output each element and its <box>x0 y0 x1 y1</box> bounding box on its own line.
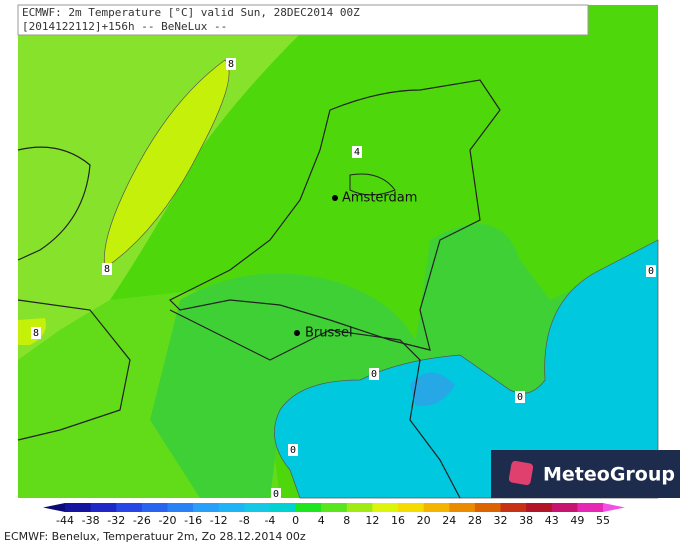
colorbar-swatch <box>398 503 425 512</box>
colorbar-tick-label: 49 <box>570 514 584 527</box>
colorbar-tick-label: 8 <box>343 514 350 527</box>
contour-label-box <box>369 368 379 380</box>
colorbar-swatch <box>526 503 553 512</box>
header-subtitle: [2014122112]+156h -- BeNeLux -- <box>22 20 227 33</box>
colorbar-tick-label: -20 <box>158 514 176 527</box>
city-label: Amsterdam <box>342 191 417 206</box>
colorbar-tick-label: 32 <box>494 514 508 527</box>
colorbar-tick-label: 43 <box>545 514 559 527</box>
colorbar-swatch <box>372 503 399 512</box>
colorbar-swatch <box>346 503 373 512</box>
colorbar-end <box>603 503 625 512</box>
colorbar-swatch <box>577 503 604 512</box>
colorbar-tick-label: 28 <box>468 514 482 527</box>
border <box>169 309 461 499</box>
coastline <box>168 79 501 351</box>
contour-label: 8 <box>228 59 234 70</box>
colorbar-swatch <box>193 503 220 512</box>
colorbar-tick-label: -8 <box>239 514 250 527</box>
lake <box>349 173 396 196</box>
colorbar-tick-label: 55 <box>596 514 610 527</box>
colorbar-tick-label: -26 <box>133 514 151 527</box>
colorbar-swatch <box>449 503 476 512</box>
colorbar-swatch <box>167 503 194 512</box>
colorbar-tick-label: -32 <box>107 514 125 527</box>
contour-label: 0 <box>648 266 654 277</box>
logo-icon <box>508 460 534 486</box>
colorbar-swatch <box>116 503 143 512</box>
colorbar-tick-label: -12 <box>210 514 228 527</box>
colorbar-tick-label: 4 <box>318 514 325 527</box>
colorbar-tick-label: -44 <box>56 514 74 527</box>
city-dot <box>294 330 300 336</box>
contour-label-box <box>288 444 298 456</box>
colorbar-swatch <box>90 503 117 512</box>
contour-label-box <box>515 391 525 403</box>
footer: ECMWF: Benelux, Temperatuur 2m, Zo 28.12… <box>4 530 306 543</box>
contour-labels: 8 8 8 4 0 0 0 0 0 <box>31 58 656 500</box>
colorbar-tick-label: 16 <box>391 514 405 527</box>
colorbar-tick-label: 0 <box>292 514 299 527</box>
colorbar-tick-label: -38 <box>82 514 100 527</box>
contour-label-box <box>31 327 41 339</box>
colorbar-swatch <box>500 503 527 512</box>
colorbar-swatch <box>551 503 578 512</box>
city-label: Brussel <box>305 326 353 341</box>
contour-label-box <box>271 488 281 500</box>
header-box <box>17 4 589 36</box>
colorbar-swatch <box>474 503 502 512</box>
colorbar-tick-label: 24 <box>442 514 456 527</box>
colorbar-swatch <box>141 503 168 512</box>
contour-label-box <box>352 146 362 158</box>
cold-zone <box>410 372 455 406</box>
contour-label: 4 <box>354 147 360 158</box>
colorbar-swatch <box>423 503 450 512</box>
cool-zone <box>150 273 420 498</box>
contour-label-box <box>102 263 112 275</box>
contour-label-box <box>226 58 236 70</box>
colorbar-swatch <box>218 503 245 512</box>
contour-label: 0 <box>517 392 523 403</box>
colorbar-swatch <box>321 503 348 512</box>
colorbar-swatch <box>65 503 92 512</box>
colorbar-swatch <box>244 503 271 512</box>
colorbar: -44 -38 -32 -26 -20 -16 -12 -8 -4 0 4 8 12 16 20 24 28 32… <box>43 503 625 527</box>
contour-label: 0 <box>290 445 296 456</box>
colorbar-tick-label: 38 <box>519 514 533 527</box>
contour-label: 8 <box>104 264 110 275</box>
colorbar-end <box>43 503 65 512</box>
contour-label: 0 <box>371 369 377 380</box>
contour-label: 8 <box>33 328 39 339</box>
freezing-zone <box>274 239 659 499</box>
colorbar-swatch <box>295 503 322 512</box>
colorbar-tick-label: 20 <box>417 514 431 527</box>
city-dot <box>332 195 338 201</box>
header-title: ECMWF: 2m Temperature [°C] valid Sun, 28… <box>22 6 360 19</box>
colorbar-tick-label: 12 <box>365 514 379 527</box>
colorbar-tick-label: -16 <box>184 514 202 527</box>
contour-label: 0 <box>273 489 279 500</box>
colorbar-tick-label: -4 <box>264 514 275 527</box>
colorbar-swatch <box>269 503 297 512</box>
logo-text: MeteoGroup <box>543 464 675 486</box>
contour-label-box <box>646 265 656 277</box>
coastline <box>17 146 131 441</box>
